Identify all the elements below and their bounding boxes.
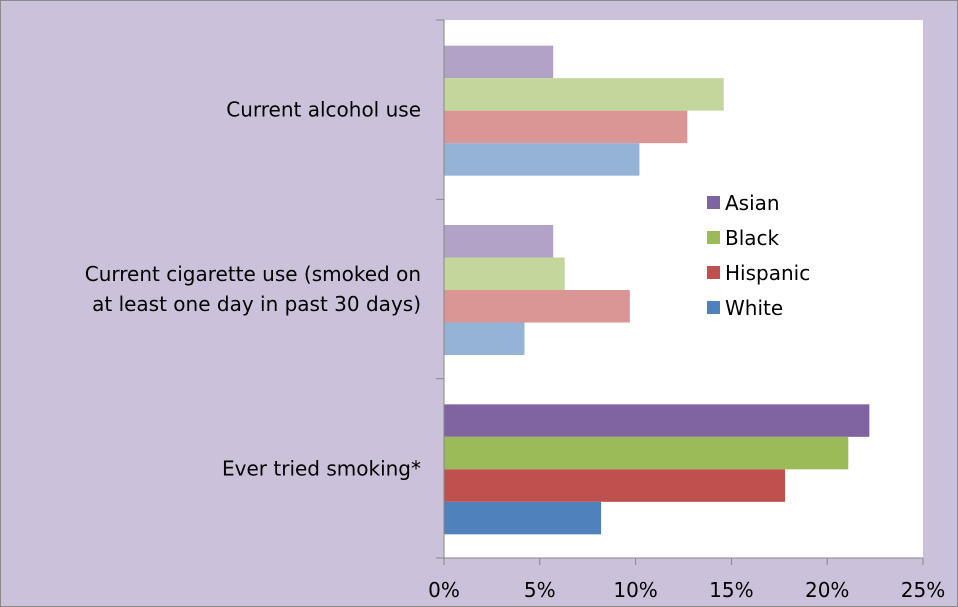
legend-swatch-black [707,231,720,244]
bar-black-2 [444,436,849,470]
legend-swatch-asian [707,196,720,209]
x-tick-label-3: 15% [709,578,753,602]
bar-white-1 [444,322,525,355]
category-label-line: Ever tried smoking* [222,456,421,480]
bar-hispanic-1 [444,290,630,323]
bar-white-2 [444,501,602,535]
legend-label-black: Black [725,226,780,250]
x-tick-label-5: 25% [901,578,945,602]
bar-asian-2 [444,404,870,437]
category-label-2: Ever tried smoking* [222,456,421,480]
legend-label-asian: Asian [725,191,780,215]
bar-black-0 [444,78,724,111]
category-label-0: Current alcohol use [226,98,421,122]
category-label-1: Current cigarette use (smoked on at least… [85,262,421,316]
category-label-line: at least one day in past 30 days) [92,292,421,316]
legend-label-hispanic: Hispanic [725,261,810,285]
bar-white-0 [444,143,640,176]
bar-black-1 [444,257,565,290]
x-tick-label-2: 10% [613,578,657,602]
x-tick-label-1: 5% [524,578,556,602]
bar-hispanic-0 [444,110,688,144]
category-label-line: Current cigarette use (smoked on [85,262,421,286]
legend-swatch-white [707,301,720,314]
x-tick-label-0: 0% [428,578,460,602]
legend-swatch-hispanic [707,266,720,279]
x-tick-label-4: 20% [805,578,849,602]
bar-asian-0 [444,45,554,79]
bar-asian-1 [444,225,554,258]
bar-hispanic-2 [444,469,786,502]
category-label-line: Current alcohol use [226,98,421,122]
legend-label-white: White [725,296,783,320]
